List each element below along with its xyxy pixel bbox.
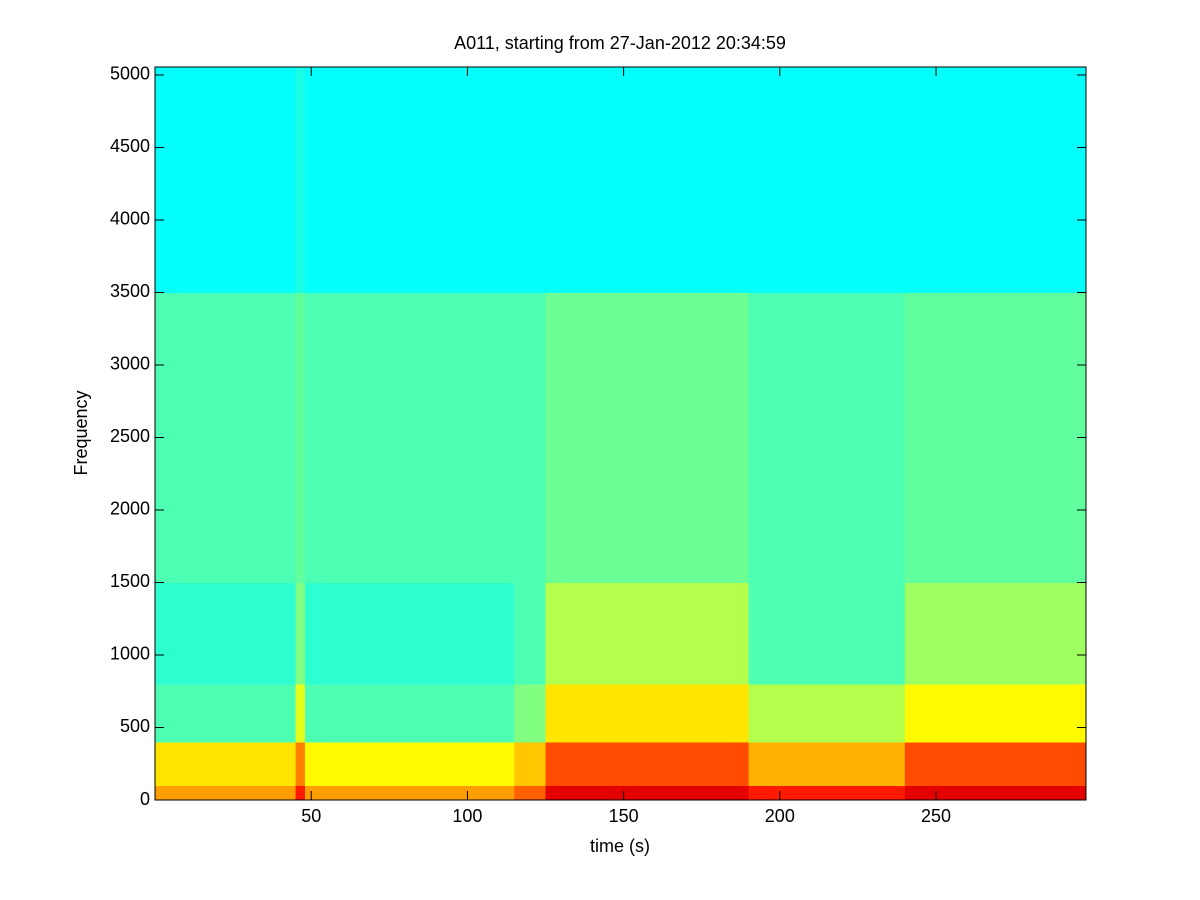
y-tick-label: 500 — [120, 716, 150, 736]
heatmap-cell — [295, 785, 306, 801]
heatmap-cell — [904, 683, 1087, 743]
x-tick-label: 200 — [765, 806, 795, 826]
heatmap-cell — [545, 683, 750, 743]
heatmap-cell — [748, 292, 906, 583]
y-tick-label: 1000 — [110, 644, 150, 664]
x-axis-label: time (s) — [590, 836, 650, 856]
heatmap-cell — [304, 292, 515, 583]
heatmap-cell — [155, 741, 297, 786]
y-tick-label: 2500 — [110, 426, 150, 446]
heatmap-cell — [545, 785, 750, 801]
heatmap-cell — [295, 67, 306, 293]
heatmap-cell — [304, 785, 515, 801]
y-tick-label: 3000 — [110, 354, 150, 374]
heatmap-cell — [748, 683, 906, 743]
heatmap-cell — [904, 785, 1087, 801]
x-tick-label: 150 — [609, 806, 639, 826]
y-tick-label: 1500 — [110, 571, 150, 591]
heatmap-cell — [514, 67, 547, 293]
heatmap-cell — [904, 582, 1087, 685]
x-tick-label: 250 — [921, 806, 951, 826]
heatmap-cell — [295, 582, 306, 685]
heatmap-cell — [295, 683, 306, 743]
heatmap-cell — [155, 582, 297, 685]
y-tick-label: 2000 — [110, 499, 150, 519]
y-tick-label: 4000 — [110, 209, 150, 229]
heatmap-cell — [155, 785, 297, 801]
heatmap-cell — [304, 741, 515, 786]
heatmap-cell — [514, 582, 547, 685]
heatmap-cell — [545, 741, 750, 786]
heatmap-cell — [304, 582, 515, 685]
heatmap-cell — [155, 292, 297, 583]
y-tick-label: 4500 — [110, 136, 150, 156]
y-tick-label: 5000 — [110, 64, 150, 84]
heatmap-cell — [295, 741, 306, 786]
heatmap-cell — [304, 683, 515, 743]
heatmap-cell — [545, 67, 750, 293]
heatmap-cell — [904, 292, 1087, 583]
heatmap-cell — [304, 67, 515, 293]
y-tick-label: 3500 — [110, 281, 150, 301]
heatmap-cell — [295, 292, 306, 583]
heatmap-cell — [155, 67, 297, 293]
heatmap-cell — [514, 785, 547, 801]
heatmap-cell — [904, 741, 1087, 786]
chart-title: A011, starting from 27-Jan-2012 20:34:59 — [454, 33, 786, 53]
heatmap-cell — [748, 582, 906, 685]
y-tick-label: 0 — [140, 789, 150, 809]
heatmap-cell — [514, 292, 547, 583]
heatmap-cell — [748, 785, 906, 801]
heatmap-cell — [748, 67, 906, 293]
y-axis-label: Frequency — [71, 390, 91, 475]
x-tick-label: 100 — [452, 806, 482, 826]
heatmap-cell — [545, 292, 750, 583]
heatmap-cell — [748, 741, 906, 786]
x-tick-label: 50 — [301, 806, 321, 826]
heatmap-cell — [545, 582, 750, 685]
heatmap-cell — [514, 741, 547, 786]
heatmap-cell — [514, 683, 547, 743]
heatmap-cell — [904, 67, 1087, 293]
plot-frame — [154, 66, 1087, 801]
heatmap-cell — [155, 683, 297, 743]
